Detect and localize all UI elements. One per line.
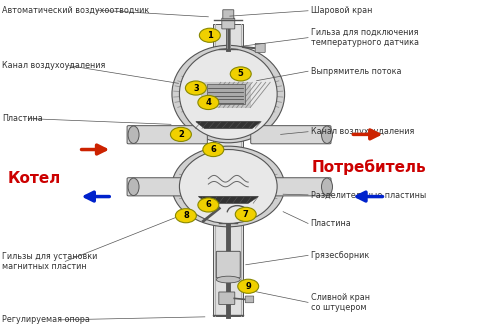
Text: Сливной кран
со штуцером: Сливной кран со штуцером [310,293,370,312]
FancyBboxPatch shape [222,18,235,29]
Text: Котел: Котел [7,171,60,185]
Text: Регулируемая опора: Регулируемая опора [2,316,90,324]
Bar [201,82,250,108]
Circle shape [203,142,224,157]
FancyBboxPatch shape [255,43,265,52]
Text: Автоматический воздухоотводчик: Автоматический воздухоотводчик [2,6,150,14]
FancyBboxPatch shape [127,126,208,144]
Circle shape [198,198,219,212]
FancyBboxPatch shape [250,178,331,196]
Text: 4: 4 [206,98,212,107]
FancyBboxPatch shape [250,126,331,144]
Text: 5: 5 [238,70,244,78]
FancyBboxPatch shape [223,10,234,19]
FancyBboxPatch shape [216,251,240,278]
Text: 3: 3 [193,84,199,92]
Text: 1: 1 [207,31,213,40]
Text: 2: 2 [178,130,184,139]
Text: 9: 9 [246,282,251,291]
Circle shape [198,95,219,110]
Ellipse shape [172,45,284,143]
Text: 7: 7 [243,210,248,219]
Ellipse shape [172,146,284,227]
Text: Канал воздухоудаления: Канал воздухоудаления [310,127,414,136]
Bar [208,84,244,104]
Ellipse shape [322,178,332,196]
Ellipse shape [216,276,240,283]
Circle shape [170,127,192,141]
Text: Пластина: Пластина [310,219,352,228]
Circle shape [230,67,251,81]
Ellipse shape [128,178,139,196]
Circle shape [176,209,197,223]
Text: Пластина: Пластина [2,114,43,123]
FancyBboxPatch shape [245,296,254,303]
Circle shape [236,207,256,221]
Text: 6: 6 [210,145,216,154]
Text: Канал воздухоудаления: Канал воздухоудаления [2,61,106,70]
FancyBboxPatch shape [219,292,235,304]
Polygon shape [198,197,258,203]
Text: Разделительные пластины: Разделительные пластины [310,191,426,199]
Text: Грязесборник: Грязесборник [310,251,370,260]
Text: Потребитель: Потребитель [312,160,426,175]
Text: 6: 6 [206,201,212,209]
Ellipse shape [180,49,277,139]
Text: Гильзы для установки
магнитных пластин: Гильзы для установки магнитных пластин [2,252,98,271]
Circle shape [186,81,206,95]
Bar [214,24,243,316]
Text: 8: 8 [183,211,189,220]
Ellipse shape [180,150,277,223]
Text: Выпрямитель потока: Выпрямитель потока [310,67,401,76]
Ellipse shape [322,126,332,143]
Text: Шаровой кран: Шаровой кран [310,6,372,15]
Circle shape [238,279,258,293]
FancyBboxPatch shape [127,178,208,196]
Circle shape [200,28,220,42]
Text: Гильза для подключения
температурного датчика: Гильза для подключения температурного да… [310,28,418,47]
Ellipse shape [128,126,139,143]
Polygon shape [196,122,260,128]
